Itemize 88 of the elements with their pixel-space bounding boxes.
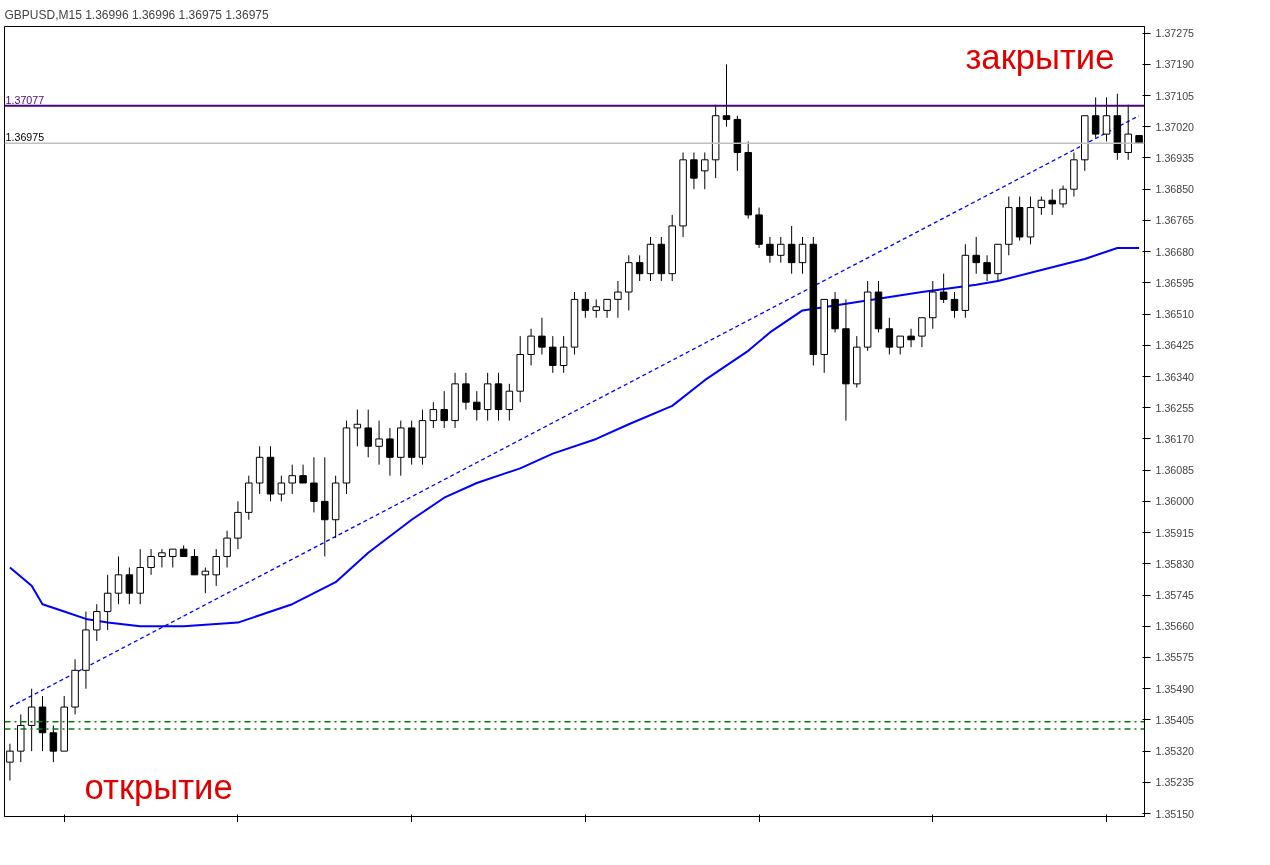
y-tick-label: 1.36850 (1155, 183, 1195, 196)
candlestick (549, 335, 557, 374)
candlestick (614, 280, 622, 319)
y-tick-label: 1.37190 (1155, 58, 1195, 71)
y-tick-label: 1.35150 (1155, 807, 1195, 820)
y-tick-label: 1.35745 (1155, 589, 1195, 602)
y-tick-label: 1.35915 (1155, 526, 1195, 539)
candlestick (777, 236, 785, 264)
candlestick (972, 236, 980, 275)
candlestick (1124, 104, 1132, 161)
annotation: закрытие (965, 37, 1115, 76)
y-tick-label: 1.36425 (1155, 339, 1195, 352)
candlestick (375, 420, 383, 466)
candlestick (27, 688, 36, 752)
candlestick (690, 151, 698, 190)
candlestick (190, 548, 199, 576)
candlestick (1059, 185, 1067, 209)
candlestick (527, 328, 535, 366)
candlestick (918, 317, 926, 348)
candlestick (212, 548, 220, 587)
y-tick-label: 1.36000 (1155, 495, 1195, 508)
candlestick (169, 548, 177, 568)
candlestick (538, 317, 546, 355)
y-tick-label: 1.36255 (1155, 401, 1195, 414)
candlestick (1102, 96, 1111, 142)
y-tick-label: 1.36510 (1155, 308, 1195, 321)
candlestick (939, 273, 948, 304)
candlestick (907, 328, 915, 348)
candlestick (473, 390, 481, 422)
candlestick (125, 566, 134, 605)
y-tick-label: 1.35660 (1155, 620, 1195, 633)
candlestick (386, 427, 394, 477)
candlestick (364, 409, 372, 458)
y-tick-label: 1.35575 (1155, 651, 1195, 664)
ref-line-label: 1.37077 (5, 93, 45, 106)
y-tick-label: 1.36595 (1155, 276, 1195, 289)
candlestick (103, 574, 112, 631)
candlestick (277, 475, 286, 502)
candlestick (1091, 96, 1100, 139)
y-tick-label: 1.36340 (1155, 370, 1195, 383)
candlestick (353, 409, 362, 447)
candlestick (896, 335, 904, 355)
ref-line-label: 1.36975 (5, 131, 45, 144)
y-tick-label: 1.35830 (1155, 557, 1195, 570)
y-tick-label: 1.37275 (1155, 27, 1195, 40)
candlestick (288, 464, 296, 495)
candlestick (310, 456, 318, 513)
candlestick (147, 548, 155, 576)
candlestick (701, 151, 709, 190)
candlestick (223, 530, 231, 568)
chart-title: GBPUSD,M15 1.36996 1.36996 1.36975 1.36975 (4, 7, 270, 22)
candlestick (1037, 196, 1046, 216)
candlestick (766, 236, 774, 264)
y-tick-label: 1.35490 (1155, 682, 1195, 695)
candlestick (559, 335, 568, 374)
y-tick-label: 1.37105 (1155, 89, 1195, 102)
candlestick (114, 555, 123, 605)
candlestick (983, 254, 991, 282)
y-tick-label: 1.36170 (1155, 432, 1195, 445)
y-tick-label: 1.36935 (1155, 151, 1195, 164)
candlestick (603, 298, 611, 319)
candlestick (321, 456, 329, 557)
y-tick-label: 1.36765 (1155, 214, 1195, 227)
candlestick (158, 548, 166, 568)
candlestick (429, 401, 438, 429)
candlestick (49, 724, 58, 763)
candlestick (885, 317, 894, 355)
y-tick-label: 1.37020 (1155, 120, 1195, 133)
candlestick (440, 390, 448, 429)
candlestick (1048, 188, 1056, 216)
y-tick-label: 1.36085 (1155, 464, 1195, 477)
candlestick (592, 298, 600, 319)
y-tick-label: 1.35405 (1155, 713, 1195, 726)
y-tick-label: 1.35235 (1155, 776, 1195, 789)
y-tick-label: 1.36680 (1155, 245, 1195, 258)
candlestick (950, 291, 959, 319)
candlestick (798, 236, 807, 275)
candlestick (201, 566, 210, 594)
y-tick-label: 1.35320 (1155, 745, 1195, 758)
candlestick (299, 464, 307, 484)
candlestick (462, 372, 470, 411)
candlestick (722, 63, 731, 128)
candlestick (787, 225, 796, 275)
candlestick (581, 291, 590, 319)
candlestick (635, 254, 644, 282)
annotation: открытие (84, 767, 233, 806)
candlestick (93, 603, 101, 642)
candlestick (505, 383, 514, 422)
